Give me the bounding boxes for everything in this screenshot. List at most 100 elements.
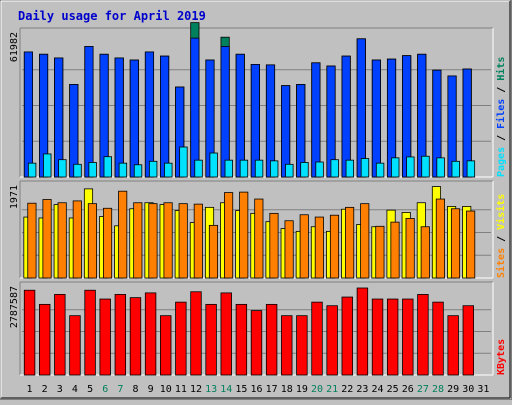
bar-sites-day-10 [163,202,173,279]
bar-sites-day-9 [148,203,158,279]
bar-pages-day-29 [451,160,460,178]
bar-pages-day-15 [239,159,249,178]
bar-pages-day-20 [315,161,324,178]
x-tick-label-day-1: 1 [27,384,33,395]
legend-part-visits-sites-0: Sites [495,248,507,278]
x-tick-label-day-11: 11 [175,384,187,395]
bar-sites-day-4 [72,200,82,279]
bar-kbytes-day-5 [84,289,96,376]
x-tick-label-day-27: 27 [417,384,429,395]
chart-title: Daily usage for April 2019 [18,9,206,23]
bar-kbytes-day-25 [386,298,399,376]
bar-sites-day-13 [208,224,219,279]
bar-files-day-17 [265,64,276,178]
bars-hits-files-pages [23,22,476,178]
bar-sites-day-12 [193,203,203,279]
bar-kbytes-day-15 [235,303,248,376]
bar-sites-day-27 [420,226,430,279]
x-tick-label-day-12: 12 [190,384,202,395]
x-tick-label-day-23: 23 [356,384,368,395]
bar-kbytes-day-30 [462,305,475,376]
bar-kbytes-day-3 [54,294,66,376]
x-tick-label-day-20: 20 [311,384,323,395]
bar-kbytes-day-29 [447,315,459,376]
bar-files-day-24 [371,59,381,178]
bar-kbytes-day-11 [175,301,187,376]
bar-kbytes-day-17 [265,303,278,376]
x-tick-label-day-14: 14 [220,384,232,395]
bar-files-day-23 [356,38,366,178]
panel-hits-files-pages: 61982 Pages / Files / Hits [9,22,507,178]
bar-sites-day-7 [118,190,128,279]
bar-kbytes-day-27 [417,294,429,376]
bar-pages-day-30 [466,160,476,178]
bar-pages-day-13 [209,152,218,178]
bar-files-day-18 [281,85,291,178]
bar-files-day-3 [54,57,64,178]
panel-kbytes: 2787587 KBytes [9,281,507,376]
y-max-label-hits-files-pages: 61982 [9,32,20,62]
bar-kbytes-day-28 [432,301,444,376]
legend-hits-files-pages: Pages / Files / Hits [495,57,507,177]
y-max-label-visits-sites: 1971 [9,185,20,209]
legend-part-visits-sites-2: Visits [495,194,507,230]
bars-visits-sites [23,186,476,279]
bar-pages-day-16 [254,159,264,178]
bar-kbytes-day-13 [205,303,217,376]
bar-sites-day-6 [102,207,113,279]
bar-pages-day-3 [58,159,67,178]
x-tick-label-day-2: 2 [42,384,48,395]
bar-sites-day-29 [450,208,461,279]
x-tick-label-day-17: 17 [266,384,278,395]
x-tick-label-day-16: 16 [250,384,262,395]
bar-sites-day-24 [375,225,385,279]
bar-pages-day-25 [391,157,400,178]
bar-sites-day-18 [284,220,294,279]
bar-pages-day-11 [179,146,188,178]
bar-files-day-1 [23,51,33,178]
bar-pages-day-7 [118,162,128,178]
bar-kbytes-day-8 [129,297,142,376]
bar-kbytes-day-16 [250,310,263,376]
x-tick-label-day-7: 7 [117,384,123,395]
bar-sites-day-19 [299,214,309,279]
bar-files-day-12 [190,37,200,178]
bar-kbytes-day-2 [39,303,51,376]
x-tick-label-day-15: 15 [235,384,247,395]
chart-panels: 61982 Pages / Files / Hits 1971 Sites / Vis… [9,22,507,376]
x-tick-label-day-29: 29 [447,384,459,395]
bar-sites-day-11 [178,203,188,279]
bar-kbytes-day-19 [296,315,308,376]
x-tick-label-day-6: 6 [102,384,108,395]
bar-sites-day-8 [133,202,143,279]
bar-kbytes-day-7 [114,294,127,376]
bar-pages-day-9 [148,160,158,178]
x-tick-label-day-30: 30 [462,384,474,395]
bar-pages-day-27 [421,155,430,178]
legend-part-hits-files-pages-2: Files [495,99,507,129]
bar-kbytes-day-22 [341,296,353,376]
bar-pages-day-18 [285,163,294,178]
bar-files-day-20 [311,62,321,178]
x-tick-label-day-4: 4 [72,384,78,395]
bar-files-day-22 [341,55,351,178]
bar-sites-day-14 [224,192,234,279]
bar-sites-day-15 [239,191,249,279]
bar-pages-day-6 [103,156,112,178]
bar-sites-day-2 [42,199,52,279]
bar-sites-day-5 [87,203,97,279]
bar-sites-day-16 [254,198,264,279]
bar-pages-day-5 [88,162,97,178]
bar-sites-day-25 [390,221,400,279]
x-tick-label-day-26: 26 [402,384,414,395]
x-tick-label-day-19: 19 [296,384,308,395]
bar-files-day-14 [220,46,230,178]
bar-files-day-9 [144,51,155,178]
bar-pages-day-26 [406,156,415,178]
bar-pages-day-2 [43,153,52,178]
bar-kbytes-day-26 [402,298,414,376]
bar-sites-day-21 [329,214,340,279]
legend-kbytes: KBytes [496,339,507,375]
legend-part-hits-files-pages-0: Pages [496,147,507,177]
